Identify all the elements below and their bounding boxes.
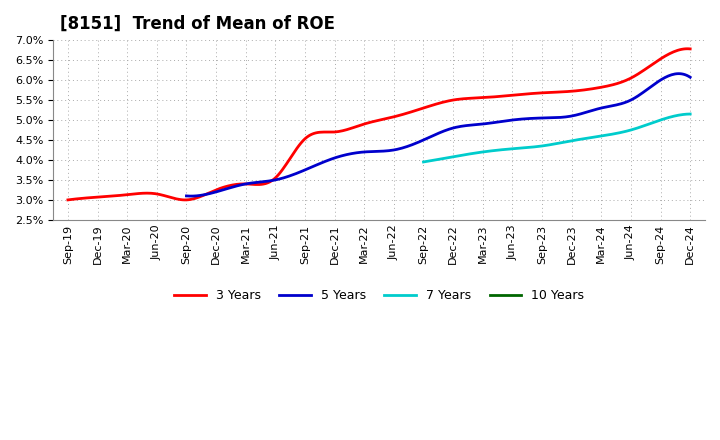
Legend: 3 Years, 5 Years, 7 Years, 10 Years: 3 Years, 5 Years, 7 Years, 10 Years xyxy=(169,284,589,307)
Text: [8151]  Trend of Mean of ROE: [8151] Trend of Mean of ROE xyxy=(60,15,335,33)
